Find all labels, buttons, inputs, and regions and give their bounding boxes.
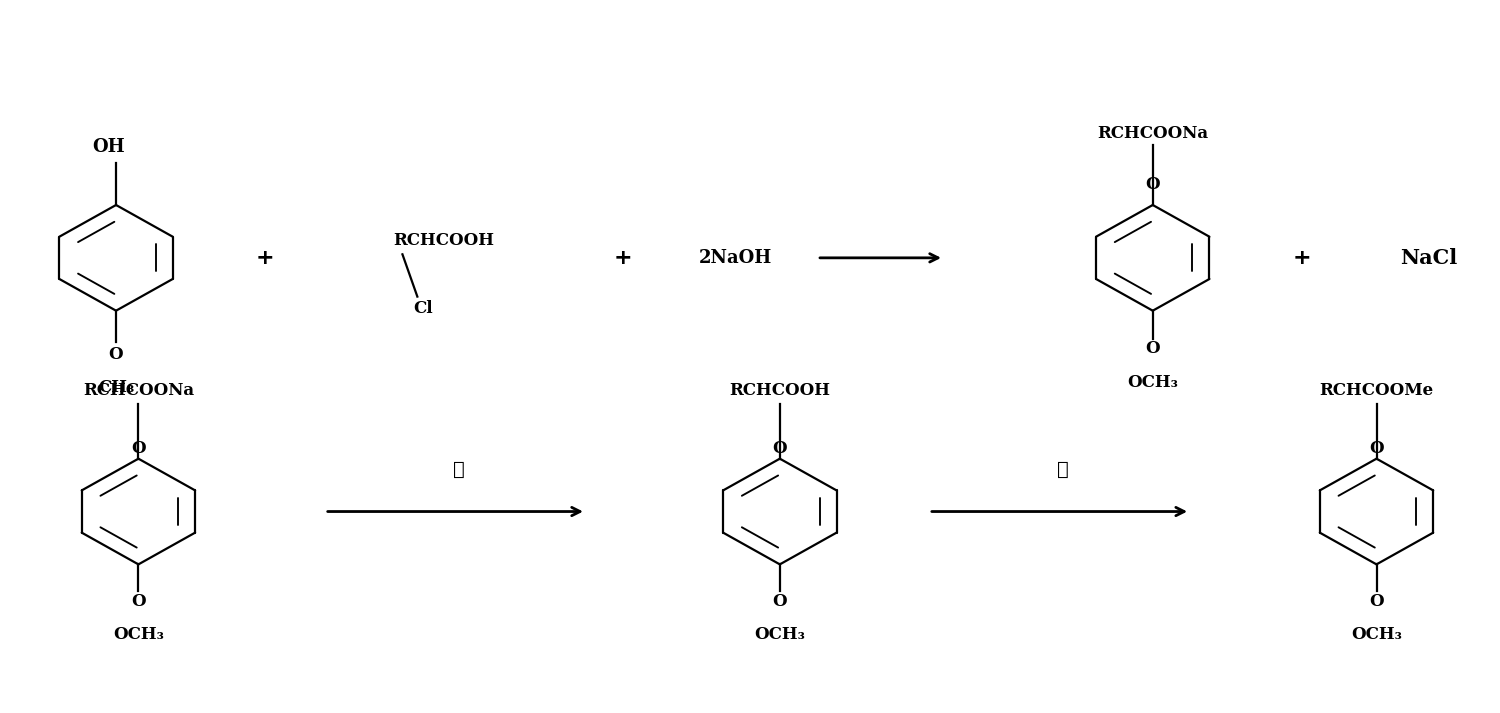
Text: 碱: 碱: [1058, 460, 1070, 478]
Text: RCHCOONa: RCHCOONa: [82, 381, 194, 399]
Text: OCH₃: OCH₃: [1128, 374, 1178, 391]
Text: +: +: [256, 248, 274, 268]
Text: RCHCOOH: RCHCOOH: [393, 232, 495, 249]
Text: O: O: [1146, 340, 1160, 357]
Text: NaCl: NaCl: [1400, 248, 1458, 268]
Text: +: +: [1293, 248, 1311, 268]
Text: O: O: [1146, 176, 1160, 193]
Text: O: O: [130, 593, 146, 610]
Text: OCH₃: OCH₃: [1352, 627, 1402, 643]
Text: RCHCOONa: RCHCOONa: [1096, 125, 1209, 142]
Text: RCHCOOMe: RCHCOOMe: [1320, 381, 1434, 399]
Text: O: O: [130, 439, 146, 456]
Text: Cl: Cl: [414, 300, 434, 317]
Text: 酸: 酸: [453, 460, 465, 478]
Text: OH: OH: [93, 138, 124, 155]
Text: O: O: [772, 439, 788, 456]
Text: O: O: [108, 346, 123, 363]
Text: RCHCOOH: RCHCOOH: [729, 381, 831, 399]
Text: 2NaOH: 2NaOH: [699, 249, 771, 267]
Text: O: O: [1370, 439, 1384, 456]
Text: +: +: [614, 248, 633, 268]
Text: O: O: [1370, 593, 1384, 610]
Text: OCH₃: OCH₃: [112, 627, 164, 643]
Text: O: O: [772, 593, 788, 610]
Text: OCH₃: OCH₃: [754, 627, 806, 643]
Text: CH₃: CH₃: [98, 379, 134, 396]
